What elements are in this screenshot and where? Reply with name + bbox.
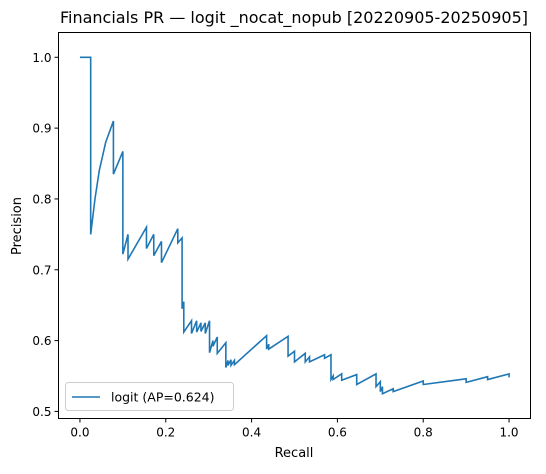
series-line-logit xyxy=(79,56,510,395)
chart-title: Financials PR — logit _nocat_nopub [2022… xyxy=(60,8,528,28)
x-tick-label: 0.2 xyxy=(156,426,175,440)
x-tick-label: 0.6 xyxy=(328,426,347,440)
y-tick-label: 0.6 xyxy=(32,334,51,348)
y-tick-label: 0.8 xyxy=(32,192,51,206)
x-tick-label: 0.4 xyxy=(242,426,261,440)
y-tick-label: 0.5 xyxy=(32,405,51,419)
y-tick-label: 1.0 xyxy=(32,51,51,65)
x-axis-label: Recall xyxy=(275,446,314,461)
y-tick-label: 0.7 xyxy=(32,263,51,277)
x-tick-label: 0.8 xyxy=(414,426,433,440)
x-tick-label: 1.0 xyxy=(499,426,518,440)
axes-frame xyxy=(58,32,531,419)
y-tick-label: 0.9 xyxy=(32,122,51,136)
legend-box xyxy=(65,382,234,411)
x-tick-label: 0.0 xyxy=(70,426,89,440)
legend: logit (AP=0.624) xyxy=(65,382,234,411)
plot-area xyxy=(79,56,510,395)
legend-label: logit (AP=0.624) xyxy=(111,390,215,405)
axis-ticks: 0.0 0.2 0.4 0.6 0.8 1.0 0.5 0.6 0.7 0.8 0.9 1.0 xyxy=(32,51,518,440)
y-axis-label: Precision xyxy=(10,197,25,255)
